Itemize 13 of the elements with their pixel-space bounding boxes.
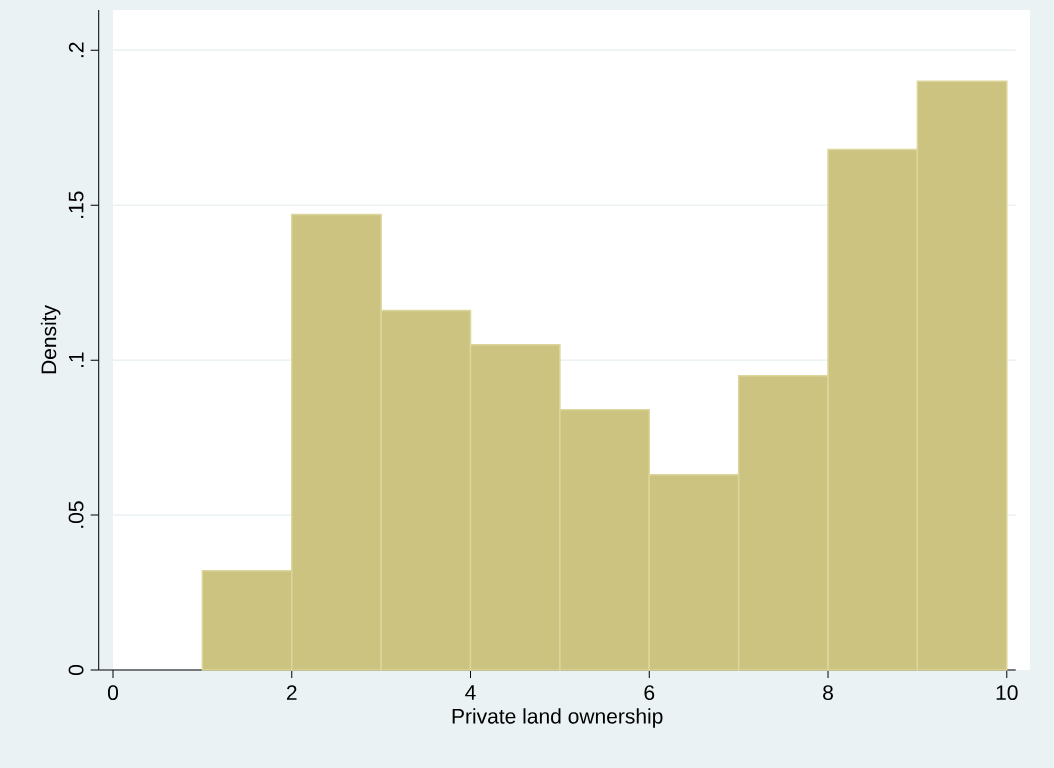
x-axis-title: Private land ownership bbox=[452, 708, 663, 728]
x-tick-label: 4 bbox=[465, 685, 476, 700]
y-axis-title: Density bbox=[40, 305, 61, 374]
x-tick-label: 0 bbox=[107, 685, 119, 701]
x-tick-label: 10 bbox=[996, 685, 1018, 701]
y-tick-label: .15 bbox=[68, 191, 84, 218]
y-tick-label: 0 bbox=[68, 664, 84, 676]
y-tick-label: .05 bbox=[68, 501, 84, 528]
x-tick-label: 6 bbox=[644, 685, 655, 701]
y-tick-label: .1 bbox=[69, 352, 84, 367]
y-tick-label: .2 bbox=[68, 42, 84, 58]
x-tick-label: 2 bbox=[286, 685, 297, 700]
x-tick-label: 8 bbox=[823, 685, 833, 701]
